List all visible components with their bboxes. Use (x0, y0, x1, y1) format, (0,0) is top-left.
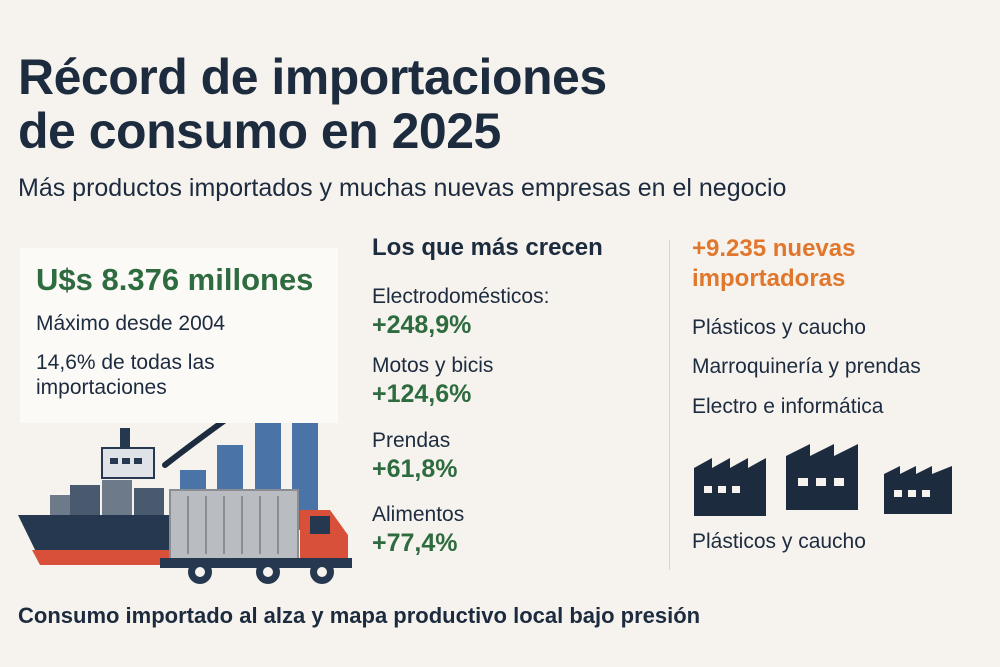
footer-conclusion: Consumo importado al alza y mapa product… (18, 603, 701, 628)
growth-heading: Los que más crecen (372, 234, 603, 261)
page-title: Récord de importaciones de consumo en 20… (18, 50, 607, 158)
factory-icon (694, 458, 766, 516)
import-total-value: U$s 8.376 millones (36, 262, 314, 297)
column-divider (669, 240, 670, 570)
factory-sector-label: Plásticos y caucho (692, 530, 866, 553)
growth-item: Motos y bicis +124,6% (372, 353, 622, 409)
growth-item: Alimentos +77,4% (372, 502, 622, 558)
growth-label: Electrodomésticos: (372, 285, 550, 308)
cargo-ship-icon (18, 428, 180, 565)
sector-item: Plásticos y caucho (692, 316, 866, 339)
sector-item: Electro e informática (692, 395, 884, 418)
factory-icon (884, 466, 952, 514)
factory-icon (786, 444, 858, 510)
growth-value: +77,4% (372, 529, 458, 557)
growth-value: +124,6% (372, 380, 472, 408)
truck-icon (160, 489, 352, 584)
growth-value: +248,9% (372, 311, 472, 339)
growth-label: Motos y bicis (372, 354, 494, 377)
growth-label: Alimentos (372, 503, 465, 526)
highlight-max-since: Máximo desde 2004 (36, 312, 226, 335)
growth-value: +61,8% (372, 455, 458, 483)
sector-item: Marroquinería y prendas (692, 355, 921, 378)
highlight-share: 14,6% de todas las importaciones (36, 351, 215, 399)
factories-illustration (694, 444, 952, 516)
growth-item: Prendas +61,8% (372, 428, 622, 484)
new-importers-heading: +9.235 nuevas importadoras (692, 235, 856, 292)
title-line-2: de consumo en 2025 (18, 103, 501, 159)
highlight-card (20, 248, 338, 423)
growth-label: Prendas (372, 429, 451, 452)
page-subtitle: Más productos importados y muchas nuevas… (18, 174, 787, 202)
growth-item: Electrodomésticos: +248,9% (372, 284, 622, 340)
title-line-1: Récord de importaciones (18, 49, 607, 105)
